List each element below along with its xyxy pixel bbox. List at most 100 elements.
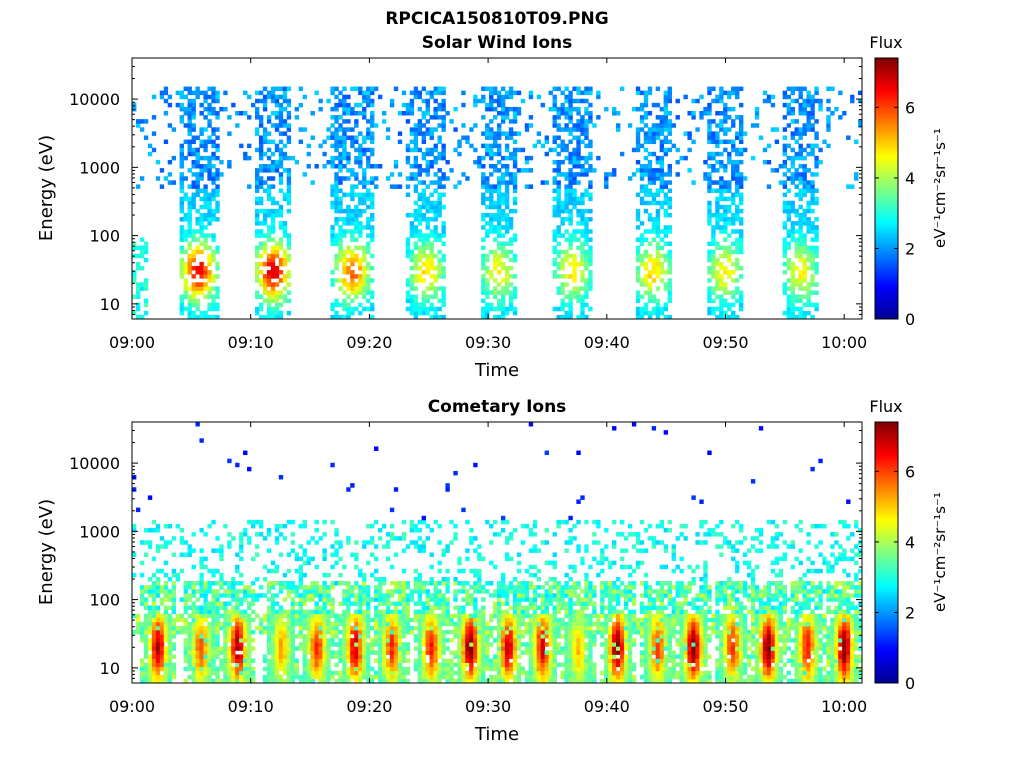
heatmap-cell: [274, 601, 280, 606]
heatmap-cell: [663, 208, 668, 214]
heatmap-cell: [500, 180, 506, 185]
heatmap-cell: [576, 229, 581, 234]
heatmap-cell: [191, 564, 196, 570]
heatmap-cell: [814, 119, 819, 124]
heatmap-cell: [512, 200, 518, 206]
heatmap-cell: [798, 164, 803, 169]
heatmap-cell: [338, 249, 343, 255]
heatmap-cell: [270, 662, 276, 668]
heatmap-cell: [211, 605, 216, 610]
heatmap-cell: [191, 310, 196, 316]
heatmap-cell: [219, 650, 224, 655]
heatmap-cell: [381, 666, 387, 672]
heatmap-cell: [322, 597, 327, 602]
heatmap-cell: [266, 225, 272, 230]
heatmap-cell: [286, 188, 292, 193]
heatmap-cell: [231, 102, 236, 108]
heatmap-cell: [500, 208, 506, 214]
heatmap-cell: [635, 86, 641, 92]
heatmap-cell: [179, 270, 184, 275]
colorbar-segment: [875, 277, 898, 281]
colorbar-segment: [875, 303, 898, 307]
heatmap-cell: [199, 678, 204, 684]
heatmap-cell: [310, 658, 315, 664]
heatmap-cell: [687, 111, 692, 116]
heatmap-cell: [425, 164, 430, 169]
heatmap-cell: [552, 245, 557, 251]
heatmap-cell: [564, 253, 569, 259]
heatmap-cell: [425, 106, 430, 112]
heatmap-cell: [504, 135, 510, 140]
heatmap-cell: [477, 155, 482, 161]
heatmap-cell: [659, 229, 665, 234]
heatmap-cell: [786, 188, 791, 193]
heatmap-cell: [243, 528, 248, 533]
heatmap-cell: [667, 123, 672, 128]
heatmap-cell: [278, 131, 284, 136]
heatmap-cell: [338, 670, 343, 676]
heatmap-cell: [334, 184, 339, 189]
heatmap-cell: [306, 642, 311, 647]
heatmap-cell: [290, 629, 296, 635]
heatmap-cell: [191, 204, 196, 210]
colorbar-segment: [875, 149, 898, 153]
heatmap-cell: [266, 147, 272, 153]
heatmap-cell: [326, 585, 331, 590]
heatmap-cell: [322, 581, 327, 586]
heatmap-cell: [374, 544, 379, 549]
heatmap-cell: [635, 290, 641, 295]
heatmap-cell: [290, 658, 296, 664]
heatmap-cell: [584, 221, 589, 226]
heatmap-cell: [354, 123, 359, 128]
heatmap-cell: [715, 188, 720, 193]
heatmap-cell: [441, 274, 446, 279]
heatmap-cell: [500, 102, 506, 108]
heatmap-cell: [409, 139, 415, 145]
heatmap-cell: [485, 265, 490, 271]
heatmap-cell: [731, 261, 736, 267]
heatmap-cell: [207, 589, 212, 594]
heatmap-cell: [735, 257, 740, 263]
heatmap-cell: [286, 609, 292, 615]
heatmap-cell: [191, 642, 196, 647]
heatmap-cell: [314, 601, 319, 606]
heatmap-cell: [651, 225, 657, 230]
heatmap-cell: [346, 674, 351, 680]
heatmap-cell: [211, 208, 216, 214]
heatmap-cell: [139, 666, 145, 672]
heatmap-cell: [175, 102, 181, 108]
heatmap-cell: [794, 249, 799, 255]
heatmap-cell: [568, 212, 573, 218]
heatmap-cell: [802, 184, 807, 189]
heatmap-cell: [290, 634, 296, 639]
heatmap-cell: [258, 585, 264, 590]
heatmap-cell: [354, 102, 359, 108]
heatmap-cell: [132, 475, 137, 480]
heatmap-cell: [489, 172, 494, 177]
heatmap-cell: [266, 658, 272, 664]
heatmap-cell: [580, 98, 585, 104]
heatmap-cell: [294, 568, 300, 574]
heatmap-cell: [413, 233, 419, 238]
heatmap-cell: [342, 597, 347, 602]
heatmap-cell: [810, 172, 815, 177]
heatmap-cell: [254, 98, 260, 104]
heatmap-cell: [338, 253, 343, 259]
heatmap-cell: [243, 678, 248, 684]
heatmap-cell: [243, 90, 248, 96]
heatmap-cell: [437, 314, 442, 320]
heatmap-cell: [215, 609, 220, 615]
heatmap-cell: [707, 310, 712, 316]
heatmap-cell: [719, 286, 724, 291]
heatmap-cell: [421, 298, 426, 304]
heatmap-cell: [175, 629, 181, 635]
heatmap-cell: [508, 257, 514, 263]
heatmap-cell: [346, 265, 351, 271]
heatmap-cell: [552, 249, 557, 255]
heatmap-cell: [786, 143, 791, 149]
heatmap-cell: [580, 192, 585, 198]
heatmap-cell: [282, 123, 288, 128]
heatmap-cell: [639, 188, 645, 193]
heatmap-cell: [389, 629, 395, 635]
heatmap-cell: [643, 188, 649, 193]
